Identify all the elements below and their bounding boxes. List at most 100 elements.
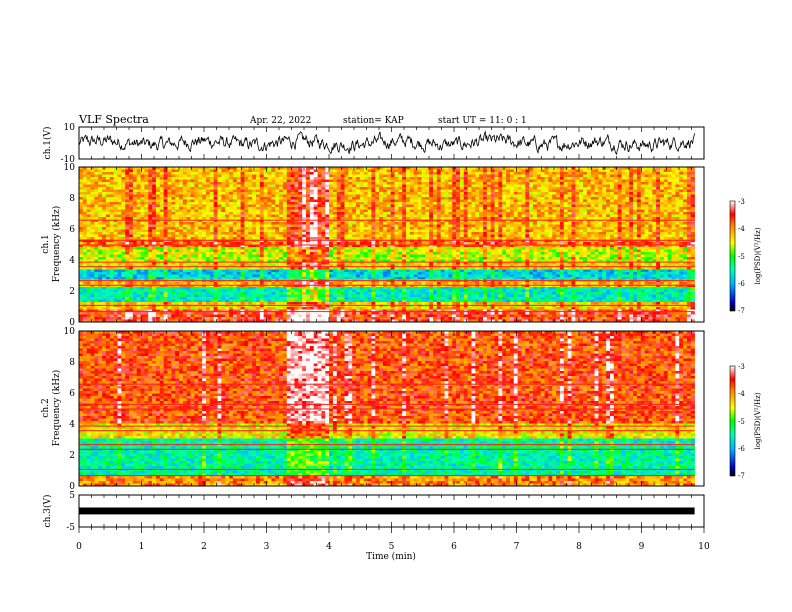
spec1-cell <box>263 292 268 295</box>
spec1-cell <box>363 292 368 295</box>
spec1-cell <box>379 177 384 180</box>
spec1-cell <box>109 287 114 290</box>
spec1-cell <box>267 197 272 200</box>
spec1-cell <box>86 212 91 215</box>
spec1-cell <box>171 247 176 250</box>
spec1-cell <box>132 284 138 288</box>
spec1-cell <box>306 214 311 218</box>
spec1-cell <box>90 184 95 188</box>
spec1-cell <box>332 222 338 225</box>
spec1-cell <box>79 242 84 245</box>
spec1-cell <box>363 239 368 243</box>
spec1-cell <box>113 297 118 300</box>
spec1-cell <box>82 239 87 243</box>
spec1-cell <box>363 199 368 203</box>
ch1-waveform-line <box>78 130 695 156</box>
spec1-cell <box>136 254 141 258</box>
spec1-cell <box>356 187 361 190</box>
spec1-cell <box>248 302 253 305</box>
spec1-cell <box>171 267 176 270</box>
spec1-cell <box>82 259 87 263</box>
spec1-cell <box>294 252 299 255</box>
spec1-cell <box>344 202 349 205</box>
spec1-cell <box>229 277 234 280</box>
spec1-cell <box>317 287 322 290</box>
spec1-cell <box>190 314 195 318</box>
spec1-cell <box>167 242 172 245</box>
spec1-cell <box>190 254 195 258</box>
spec1-cell <box>363 169 368 173</box>
spec1-cell <box>225 277 230 280</box>
spec1-cell <box>202 184 207 188</box>
spec1-cell <box>190 187 195 190</box>
spec1-cell <box>132 249 138 253</box>
spec1-cell <box>340 207 345 210</box>
spec1-cell <box>109 267 114 270</box>
ch1-spectrogram-image <box>79 167 695 323</box>
spec1-cell <box>182 269 188 273</box>
spec1-cell <box>136 262 141 265</box>
spec1-cell <box>194 317 199 320</box>
spec1-cell <box>229 172 234 175</box>
spec1-cell <box>317 272 322 275</box>
spec1-cell <box>225 262 230 265</box>
spec1-cell <box>205 254 211 258</box>
spec1-cell <box>167 294 172 298</box>
spec1-cell <box>356 227 361 230</box>
spec1-cell <box>332 187 338 190</box>
spec1-cell <box>298 307 303 310</box>
spec1-cell <box>332 197 338 200</box>
spec1-cell <box>259 254 264 258</box>
spec1-cell <box>217 192 222 195</box>
spec1-cell <box>279 297 284 300</box>
spec1-cell <box>352 312 357 315</box>
spec1-cell <box>155 219 161 223</box>
spec1-cell <box>86 272 91 275</box>
spec1-cell <box>348 277 353 280</box>
spec1-cell <box>79 187 84 190</box>
spec1-cell <box>105 294 111 298</box>
spec1-cell <box>163 289 168 293</box>
spec1-cell <box>82 262 87 265</box>
spec1-cell <box>140 282 145 285</box>
spec1-cell <box>298 177 303 180</box>
spec1-cell <box>329 219 334 223</box>
spec1-cell <box>275 229 280 233</box>
spec1-cell <box>275 319 280 323</box>
spec1-cell <box>229 292 234 295</box>
spec1-cell <box>179 259 184 263</box>
spec1-cell <box>136 222 141 225</box>
spec1-cell <box>113 219 118 223</box>
spec1-cell <box>140 242 145 245</box>
spec1-cell <box>375 282 380 285</box>
spec1-cell <box>298 179 303 183</box>
spec1-cell <box>313 297 318 300</box>
spec1-cell <box>317 209 322 213</box>
spec1-cell <box>367 234 372 238</box>
spec1-cell <box>213 269 218 273</box>
spec1-cell <box>255 192 261 195</box>
spec1-cell <box>267 174 272 178</box>
spec1-cell <box>225 234 230 238</box>
spec1-cell <box>286 209 291 213</box>
spec1-cell <box>159 302 164 305</box>
spec1-cell <box>148 199 153 203</box>
spec1-cell <box>271 249 276 253</box>
spec1-cell <box>102 204 107 208</box>
spec1-cell <box>279 287 284 290</box>
spec1-cell <box>113 239 118 243</box>
spec1-cell <box>194 182 199 185</box>
spec1-cell <box>159 237 164 240</box>
spec1-cell <box>194 267 199 270</box>
spec1-cell <box>209 289 214 293</box>
spec1-cell <box>267 307 272 310</box>
spec1-cell <box>255 237 261 240</box>
spec1-cell <box>129 229 134 233</box>
spec1-cell <box>79 274 84 278</box>
spec1-cell <box>244 187 249 190</box>
spec1-cell <box>82 189 87 193</box>
spec1-cell <box>79 297 84 300</box>
spec1-cell <box>190 172 195 175</box>
spec1-cell <box>259 237 264 240</box>
spec1-cell <box>190 282 195 285</box>
